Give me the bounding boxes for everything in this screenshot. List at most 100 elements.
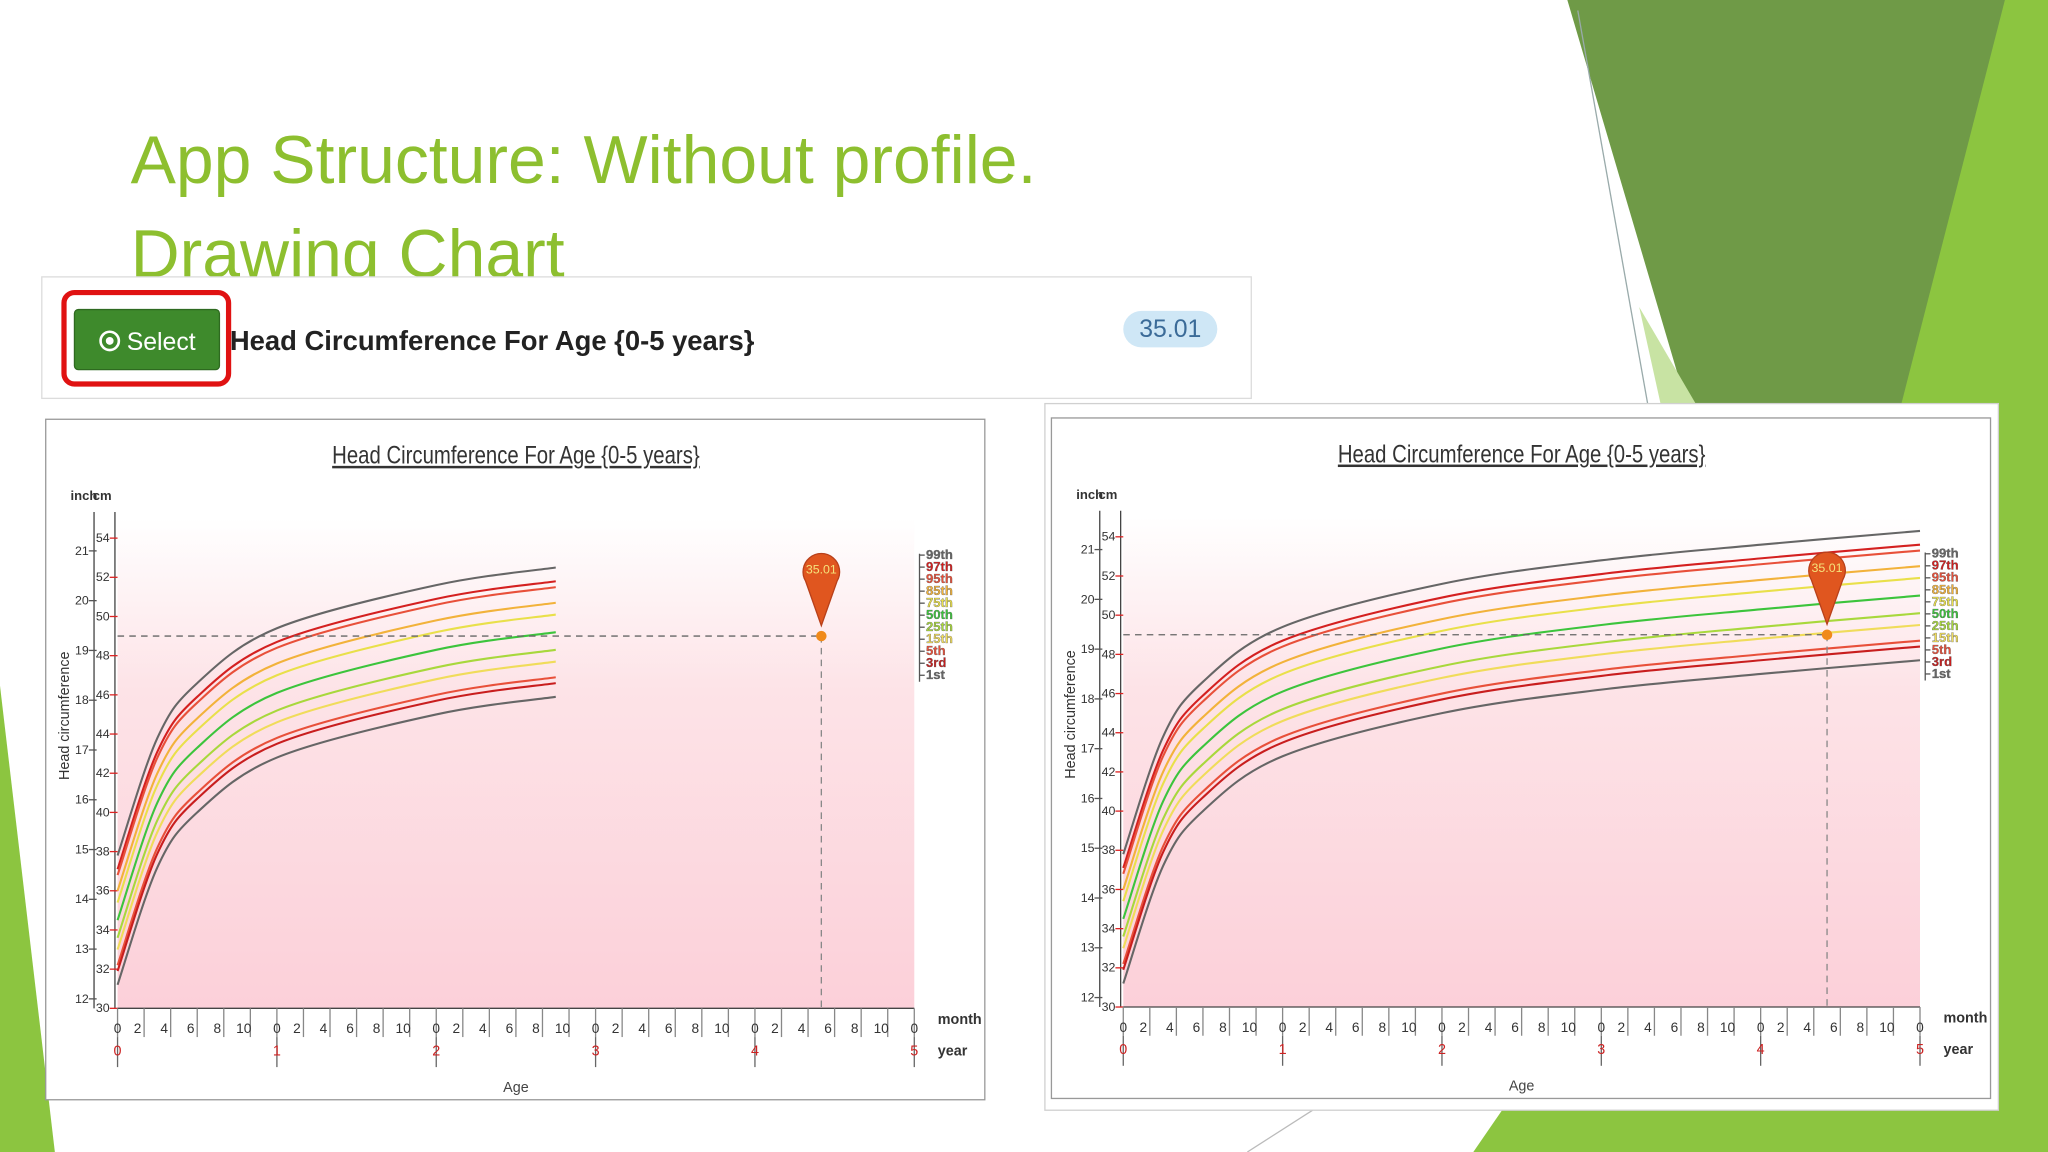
- x-tick-label: 2: [293, 1021, 301, 1036]
- legend-label: 1st: [1932, 666, 1952, 681]
- y2-tick-label: 12: [1081, 990, 1095, 1004]
- percentile-curve: [1122, 639, 1921, 965]
- x-tick-label: 4: [320, 1021, 328, 1036]
- y-tick-label: 46: [96, 688, 110, 702]
- x-tick-label: 4: [798, 1021, 806, 1036]
- marker-point: [1821, 629, 1833, 640]
- x-tick-label: 8: [691, 1021, 699, 1036]
- x-tick-label: 0: [1438, 1020, 1446, 1035]
- plot-area: [1123, 517, 1920, 1008]
- legend-label: 95th: [926, 571, 953, 586]
- marker-point: [816, 630, 827, 642]
- select-icon: [99, 330, 121, 352]
- y-tick-label: 52: [96, 570, 110, 584]
- legend-label: 97th: [1932, 558, 1959, 573]
- x-tick-label: 4: [1325, 1020, 1333, 1035]
- x-tick-label: 0: [432, 1021, 440, 1036]
- y2-unit: inch: [71, 488, 98, 503]
- y-tick-label: 54: [96, 531, 110, 545]
- x-tick-label: 0: [751, 1021, 759, 1036]
- select-button-label[interactable]: Select: [127, 329, 196, 356]
- x-tick-label: 4: [1166, 1020, 1174, 1035]
- x-tick-label: 10: [1242, 1020, 1258, 1035]
- marker-label: 35.01: [1812, 561, 1843, 575]
- x-tick-label: 6: [1193, 1020, 1201, 1035]
- y2-tick-label: 20: [1081, 592, 1095, 606]
- x2-tick-label: 5: [910, 1043, 918, 1059]
- y2-tick-label: 16: [1081, 791, 1095, 805]
- x-tick-label: 2: [1458, 1020, 1466, 1035]
- x-tick-label: 4: [160, 1021, 168, 1036]
- x-tick-label: 0: [114, 1021, 122, 1036]
- percentile-curve: [1122, 565, 1921, 890]
- y-tick-label: 30: [96, 1001, 110, 1015]
- y2-tick-label: 17: [75, 743, 89, 757]
- y-tick-label: 32: [96, 962, 110, 976]
- percentile-curve: [1122, 623, 1921, 949]
- y2-tick-label: 13: [75, 942, 89, 956]
- y-tick-label: 30: [1102, 1000, 1116, 1014]
- y-tick-label: 40: [96, 805, 110, 819]
- y-tick-label: 36: [96, 884, 110, 898]
- legend-label: 50th: [926, 607, 953, 622]
- x-tick-label: 4: [638, 1021, 646, 1036]
- x-tick-label: 2: [771, 1021, 779, 1036]
- legend-label: 3rd: [1932, 654, 1952, 669]
- x-axis-title: Age: [503, 1080, 529, 1096]
- x-tick-label: 8: [1538, 1020, 1546, 1035]
- x-tick-label: 10: [874, 1021, 890, 1036]
- x2-tick-label: 2: [1438, 1042, 1446, 1058]
- x-tick-label: 6: [346, 1021, 354, 1036]
- legend-label: 15th: [1932, 630, 1959, 645]
- x-tick-label: 6: [1830, 1020, 1838, 1035]
- x-tick-label: 0: [1597, 1020, 1605, 1035]
- y2-tick-label: 18: [1081, 692, 1095, 706]
- x-tick-label: 10: [396, 1021, 412, 1036]
- percentile-curve: [116, 586, 556, 876]
- x-tick-label: 2: [134, 1021, 142, 1036]
- percentile-curve: [1122, 529, 1921, 855]
- x-tick-label: 8: [213, 1021, 221, 1036]
- y-axis-title: Head circumference: [1063, 650, 1079, 779]
- y-tick-label: 52: [1102, 569, 1116, 583]
- x-tick-label: 6: [824, 1021, 832, 1036]
- y-tick-label: 34: [96, 923, 110, 937]
- y-tick-label: 48: [96, 649, 110, 663]
- x-tick-label: 0: [273, 1021, 281, 1036]
- y-tick-label: 38: [1102, 843, 1116, 857]
- percentile-curve: [1122, 659, 1921, 984]
- x2-tick-label: 4: [751, 1043, 759, 1059]
- percentile-curve: [116, 682, 556, 972]
- x2-tick-label: 3: [592, 1043, 600, 1059]
- y-unit: cm: [93, 488, 112, 503]
- percentile-curve: [116, 695, 556, 986]
- x-tick-label: 2: [452, 1021, 460, 1036]
- legend-label: 25th: [1932, 618, 1959, 633]
- x-tick-label: 8: [1219, 1020, 1227, 1035]
- chart-title: Head Circumference For Age {0-5 years}: [332, 441, 700, 469]
- x2-unit: year: [1944, 1042, 1974, 1058]
- y2-tick-label: 12: [75, 992, 89, 1006]
- x2-tick-label: 2: [432, 1043, 440, 1059]
- x-tick-label: 8: [851, 1021, 859, 1036]
- decor-line: [1246, 1109, 1314, 1152]
- chart-title: Head Circumference For Age {0-5 years}: [1338, 439, 1706, 467]
- y2-unit: inch: [1076, 487, 1103, 502]
- y2-tick-label: 17: [1081, 742, 1095, 756]
- x-tick-label: 2: [612, 1021, 620, 1036]
- x-tick-label: 2: [1777, 1020, 1785, 1035]
- plot-area: [117, 518, 915, 1009]
- select-bar: [41, 276, 1252, 400]
- y-tick-label: 42: [96, 766, 110, 780]
- select-button[interactable]: [73, 308, 221, 371]
- x-tick-label: 8: [532, 1021, 540, 1036]
- y2-tick-label: 15: [75, 842, 89, 856]
- legend-label: 97th: [926, 559, 953, 574]
- x-unit: month: [938, 1012, 982, 1028]
- percentile-curve: [116, 676, 556, 966]
- y2-tick-label: 16: [75, 793, 89, 807]
- percentile-curve: [116, 566, 556, 856]
- x-tick-label: 0: [1916, 1020, 1924, 1035]
- x-tick-label: 6: [506, 1021, 514, 1036]
